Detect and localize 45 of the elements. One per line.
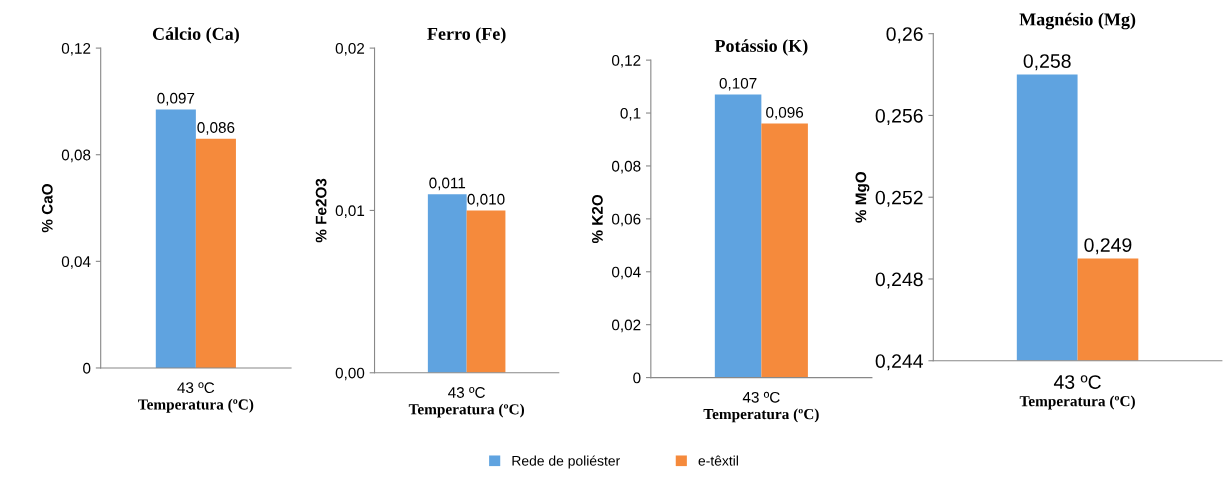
y-tick-label: 0,256 (875, 108, 923, 125)
y-tick-label: 0,26 (886, 27, 923, 44)
y-tick-label: 0,02 (335, 42, 365, 56)
y-axis-title: % CaO (41, 184, 53, 233)
x-tick-label: 43 ºC (177, 382, 215, 394)
y-tick-label: 0,252 (875, 190, 923, 207)
y-tick-label: 0,244 (875, 354, 923, 371)
legend-label: e-têxtil (698, 455, 738, 466)
y-tick-label: 0,00 (335, 367, 365, 381)
x-axis-title: Temperatura (ºC) (1019, 395, 1135, 410)
y-tick-label: 0 (83, 362, 91, 374)
data-label: 0,010 (467, 193, 505, 207)
data-label: 0,011 (429, 177, 466, 191)
y-tick-label: 0,12 (61, 42, 91, 56)
y-tick-label: 0,04 (611, 266, 641, 280)
x-tick-label: 43 ºC (742, 391, 780, 403)
y-tick-label: 0,02 (611, 319, 641, 333)
y-tick-label: 0,04 (61, 256, 91, 269)
data-label: 0,086 (197, 122, 235, 135)
legend-label: Rede de poliéster (512, 455, 620, 469)
y-axis-title: % K2O (591, 194, 603, 244)
data-label: 0,097 (157, 92, 195, 106)
data-label: 0,107 (719, 77, 757, 91)
y-axis-title: % MgO (855, 171, 870, 223)
y-tick-label: 0,1 (620, 107, 641, 121)
chart-title: Cálcio (Ca) (152, 27, 239, 44)
y-tick-label: 0,06 (611, 213, 641, 227)
x-axis-title: Temperatura (ºC) (138, 398, 254, 413)
x-tick-label: 43 ºC (1053, 375, 1101, 389)
data-label: 0,258 (1023, 54, 1071, 71)
x-tick-label: 43 ºC (448, 387, 485, 398)
y-tick-label: 0,248 (875, 272, 923, 289)
y-axis-title: % Fe2O3 (315, 178, 327, 243)
data-label: 0,096 (766, 107, 804, 120)
y-tick-label: 0,08 (61, 149, 91, 163)
x-axis-title: Temperatura (ºC) (408, 403, 525, 418)
chart-title: Potássio (K) (714, 39, 808, 56)
chart-title: Ferro (Fe) (427, 27, 506, 44)
x-axis-title: Temperatura (ºC) (703, 408, 819, 423)
y-tick-label: 0,01 (335, 205, 365, 218)
chart-title: Magnésio (Mg) (1019, 12, 1136, 30)
y-tick-label: 0,08 (611, 160, 641, 174)
y-tick-label: 0,12 (611, 54, 641, 68)
data-label: 0,249 (1084, 238, 1132, 255)
y-tick-label: 0 (633, 372, 641, 384)
